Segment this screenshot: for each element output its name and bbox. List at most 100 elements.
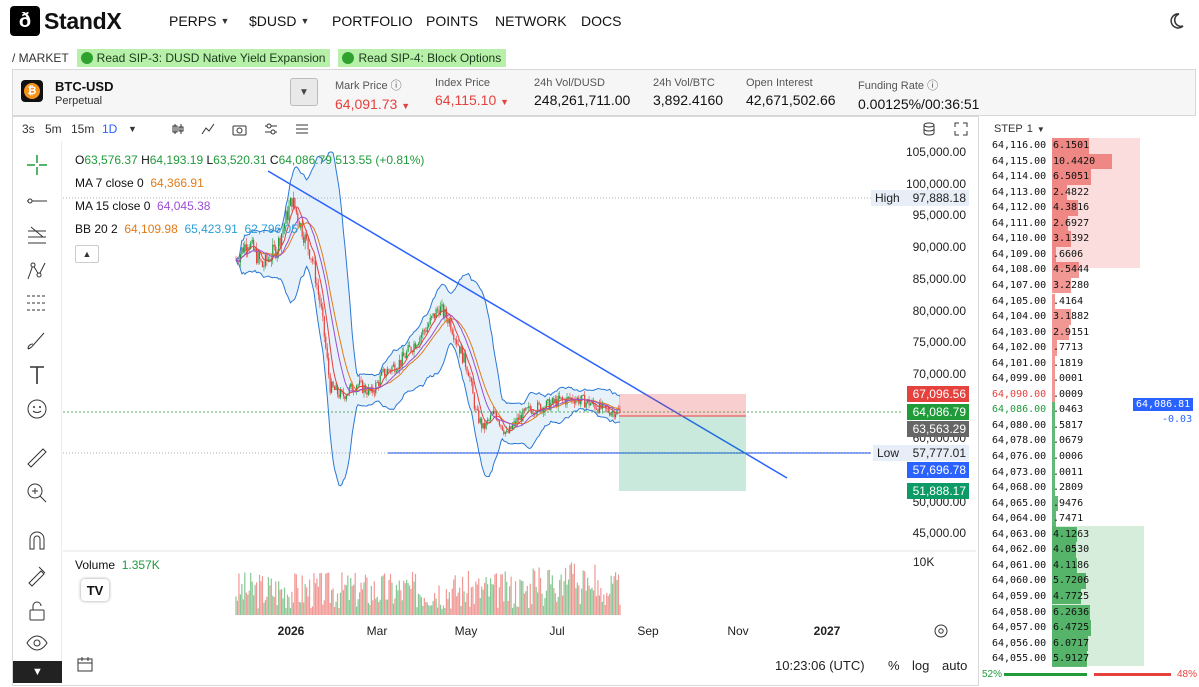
candle-type-icon[interactable] [171, 122, 185, 136]
database-icon[interactable] [922, 122, 936, 136]
bid-row[interactable]: 64,063.00 4.1263 [980, 526, 1199, 543]
line-tool-icon[interactable] [25, 189, 49, 213]
fullscreen-icon[interactable] [954, 122, 968, 136]
book-step[interactable]: STEP 1 ▼ [980, 119, 1199, 139]
candle [286, 211, 289, 220]
indicators-icon[interactable] [201, 122, 215, 136]
ask-row[interactable]: 64,090.00 .0009 [980, 386, 1199, 403]
breadcrumb[interactable]: / MARKET [12, 51, 69, 65]
camera-icon[interactable] [232, 122, 247, 136]
interval-3s[interactable]: 3s [22, 122, 35, 136]
ask-row[interactable]: 64,111.00 2.6927 [980, 215, 1199, 232]
sell-ratio: 48% [1176, 669, 1197, 680]
volume-bar [475, 581, 477, 615]
utc-clock[interactable]: 10:23:06 (UTC) [775, 658, 865, 673]
legend-collapse-button[interactable]: ▲ [75, 245, 99, 263]
bid-row[interactable]: 64,073.00 .0011 [980, 464, 1199, 481]
theme-toggle-icon[interactable] [1167, 12, 1185, 30]
nav-docs[interactable]: DOCS [581, 13, 621, 29]
info-icon[interactable]: ⓘ [390, 80, 402, 92]
legend-ma7[interactable]: MA 7 close 0 64,366.91 [75, 172, 424, 195]
bid-row[interactable]: 64,059.00 4.7725 [980, 588, 1199, 605]
ask-row[interactable]: 64,109.00 .6606 [980, 246, 1199, 263]
bid-row[interactable]: 64,055.00 5.9127 [980, 651, 1199, 667]
ask-row[interactable]: 64,102.00 .7713 [980, 340, 1199, 356]
ask-row[interactable]: 64,104.00 3.1882 [980, 309, 1199, 325]
ruler-icon[interactable] [25, 446, 49, 470]
market-select-button[interactable]: ▼ [290, 78, 318, 106]
channel-tool-icon[interactable] [25, 223, 49, 247]
bid-row[interactable]: 64,068.00 .2809 [980, 480, 1199, 496]
price-chart[interactable]: 105,000.00 100,000.00 95,000.00 90,000.00 85… [63, 141, 976, 666]
settings-icon[interactable] [264, 122, 278, 136]
nav-points[interactable]: POINTS [426, 13, 478, 29]
legend-ma15[interactable]: MA 15 close 0 64,045.38 [75, 195, 424, 218]
bid-row[interactable]: 64,086.00 .0463 [980, 402, 1199, 418]
ask-row[interactable]: 64,115.00 10.4420 [980, 153, 1199, 170]
bid-row[interactable]: 64,058.00 6.2636 [980, 604, 1199, 620]
market-symbol[interactable]: BTC-USD [55, 79, 114, 94]
lock-drawing-icon[interactable] [25, 563, 49, 587]
collapse-tools-button[interactable]: ▼ [13, 661, 62, 683]
brush-icon[interactable] [25, 329, 49, 353]
date-range-icon[interactable] [76, 656, 94, 674]
ask-row[interactable]: 64,116.00 6.1501 [980, 138, 1199, 154]
volume-bar [516, 606, 518, 615]
crosshair-icon[interactable] [25, 153, 49, 177]
nav-dusd[interactable]: $DUSD ▼ [249, 13, 309, 29]
book-qty: 4.1186 [1053, 559, 1090, 571]
volume-bar [282, 598, 284, 615]
nav-portfolio[interactable]: PORTFOLIO [332, 13, 413, 29]
ask-row[interactable]: 64,107.00 3.2280 [980, 277, 1199, 294]
lock-icon[interactable] [25, 599, 49, 623]
bid-row[interactable]: 64,065.00 .9476 [980, 495, 1199, 512]
text-tool-icon[interactable] [25, 363, 49, 387]
ask-row[interactable]: 64,112.00 4.3816 [980, 200, 1199, 216]
ask-row[interactable]: 64,105.00 .4164 [980, 293, 1199, 309]
bid-row[interactable]: 64,064.00 .7471 [980, 511, 1199, 527]
ask-row[interactable]: 64,114.00 6.5051 [980, 169, 1199, 185]
ask-row[interactable]: 64,110.00 3.1392 [980, 231, 1199, 247]
candle [619, 409, 621, 411]
percent-toggle[interactable]: % [888, 658, 900, 673]
chevron-down-icon[interactable]: ▼ [128, 124, 137, 134]
ask-row[interactable]: 64,103.00 2.9151 [980, 324, 1199, 341]
zoom-in-icon[interactable] [25, 481, 49, 505]
brand-logo[interactable]: ð StandX [10, 6, 122, 36]
bid-row[interactable]: 64,061.00 4.1186 [980, 557, 1199, 574]
fib-tool-icon[interactable] [25, 291, 49, 315]
volume-bar [506, 581, 508, 615]
ask-row[interactable]: 64,108.00 4.5444 [980, 262, 1199, 278]
interval-5m[interactable]: 5m [45, 122, 62, 136]
ask-row[interactable]: 64,099.00 .0001 [980, 371, 1199, 387]
info-icon[interactable]: ⓘ [927, 80, 939, 92]
bid-row[interactable]: 64,057.00 6.4725 [980, 620, 1199, 636]
volume-bar [298, 602, 300, 615]
ask-row[interactable]: 64,101.00 .1819 [980, 355, 1199, 372]
pattern-tool-icon[interactable] [25, 259, 49, 283]
list-icon[interactable] [295, 122, 309, 136]
notice-sip3[interactable]: Read SIP-3: DUSD Native Yield Expansion [76, 49, 331, 67]
bid-row[interactable]: 64,060.00 5.7206 [980, 573, 1199, 589]
magnet-icon[interactable] [25, 529, 49, 553]
bid-row[interactable]: 64,062.00 4.0530 [980, 542, 1199, 558]
interval-15m[interactable]: 15m [71, 122, 95, 136]
tradingview-logo[interactable]: TV [81, 579, 109, 601]
notice-sip4[interactable]: Read SIP-4: Block Options [338, 49, 507, 67]
interval-1d[interactable]: 1D [102, 122, 118, 136]
emoji-icon[interactable] [25, 397, 49, 421]
bid-row[interactable]: 64,078.00 .0679 [980, 433, 1199, 449]
eye-icon[interactable] [25, 631, 49, 655]
chart-settings-icon[interactable] [933, 623, 949, 639]
nav-network[interactable]: NETWORK [495, 13, 567, 29]
bid-row[interactable]: 64,056.00 6.0717 [980, 635, 1199, 652]
nav-perps[interactable]: PERPS ▼ [169, 13, 229, 29]
log-toggle[interactable]: log [912, 658, 930, 673]
bid-row[interactable]: 64,080.00 .5817 [980, 417, 1199, 434]
auto-toggle[interactable]: auto [942, 658, 968, 673]
bid-row[interactable]: 64,076.00 .0006 [980, 449, 1199, 465]
candle [539, 404, 542, 412]
legend-bb[interactable]: BB 20 2 64,109.98 65,423.91 62,796.05 [75, 218, 424, 241]
volume-bar [328, 572, 330, 615]
ask-row[interactable]: 64,113.00 2.4822 [980, 184, 1199, 201]
